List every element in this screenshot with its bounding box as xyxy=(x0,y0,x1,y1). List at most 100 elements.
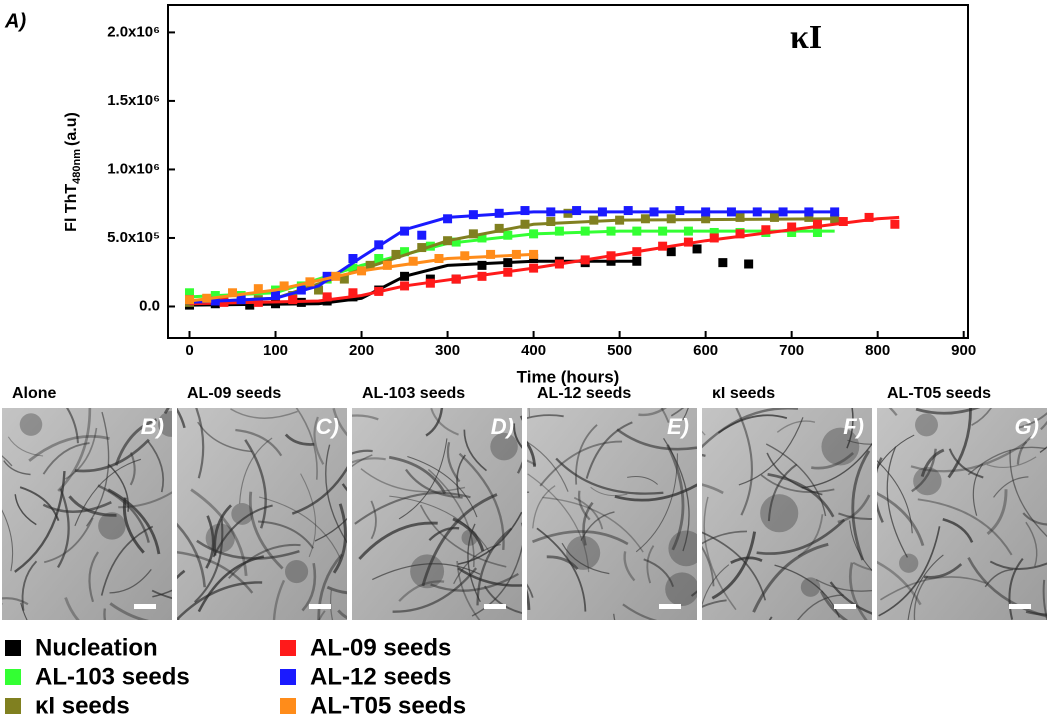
fiber xyxy=(43,517,94,564)
fiber xyxy=(880,576,987,601)
point xyxy=(236,295,246,305)
panel-title: AL-T05 seeds xyxy=(887,385,991,402)
scale-bar xyxy=(659,604,681,609)
point xyxy=(744,259,754,269)
fiber xyxy=(848,562,868,620)
cluster xyxy=(665,572,697,607)
y-label-sub: 480nm xyxy=(71,149,83,184)
point xyxy=(400,281,410,291)
point xyxy=(709,227,719,237)
point xyxy=(271,291,281,301)
fiber xyxy=(107,488,161,555)
point xyxy=(658,241,668,251)
fiber xyxy=(20,602,28,620)
point xyxy=(503,230,513,240)
point xyxy=(486,249,496,259)
fiber xyxy=(703,496,737,611)
fiber xyxy=(702,564,730,607)
scale-bar xyxy=(1009,604,1031,609)
fiber xyxy=(923,563,963,579)
fiber xyxy=(911,448,937,493)
legend-label: Nucleation xyxy=(35,634,158,661)
point xyxy=(546,217,556,227)
point xyxy=(451,237,461,247)
point xyxy=(417,230,427,240)
point xyxy=(468,229,478,239)
legend-label: AL-12 seeds xyxy=(310,663,451,690)
x-tick-label: 900 xyxy=(951,342,976,359)
fiber xyxy=(527,588,531,610)
fiber xyxy=(2,603,3,605)
fiber xyxy=(177,569,186,580)
point xyxy=(701,214,711,224)
y-label-main: Fl ThT xyxy=(63,184,80,232)
fiber xyxy=(910,441,1028,473)
fiber xyxy=(616,428,697,451)
fiber xyxy=(877,460,913,534)
micrograph xyxy=(352,408,522,620)
fiber xyxy=(907,554,944,620)
fiber xyxy=(527,414,564,420)
point xyxy=(253,284,263,294)
point xyxy=(709,233,719,243)
fiber xyxy=(103,608,107,620)
panel-letter: D) xyxy=(491,414,514,439)
x-tick-label: 700 xyxy=(779,342,804,359)
cluster xyxy=(205,523,235,553)
fiber xyxy=(760,474,835,493)
legend-swatch xyxy=(280,669,296,685)
point xyxy=(202,293,212,303)
point xyxy=(339,274,349,284)
fiber xyxy=(100,525,154,596)
fiber xyxy=(86,411,110,527)
fiber xyxy=(702,408,799,449)
fiber xyxy=(811,452,855,470)
point xyxy=(477,233,487,243)
y-tick-label: 2.0x10⁶ xyxy=(107,23,160,40)
cluster xyxy=(915,413,938,437)
fiber xyxy=(774,564,841,618)
fiber xyxy=(318,610,326,620)
fiber xyxy=(577,490,591,521)
fiber xyxy=(942,518,974,543)
x-tick-label: 400 xyxy=(521,342,546,359)
panel-letter: E) xyxy=(667,414,689,439)
fiber xyxy=(301,562,317,612)
x-tick-label: 800 xyxy=(865,342,890,359)
fiber xyxy=(1009,449,1047,538)
point xyxy=(623,206,633,216)
fiber xyxy=(428,526,460,542)
cluster xyxy=(490,432,518,461)
fiber xyxy=(398,438,448,520)
fiber xyxy=(177,581,263,620)
fiber xyxy=(682,408,689,421)
fiber xyxy=(947,408,972,479)
panel-title: AL-12 seeds xyxy=(537,385,631,402)
point xyxy=(812,219,822,229)
fiber xyxy=(971,408,992,426)
fiber xyxy=(614,483,697,502)
fiber xyxy=(613,613,616,620)
panel-title: AL-09 seeds xyxy=(187,385,281,402)
fiber xyxy=(590,486,628,497)
scale-bar xyxy=(134,604,156,609)
fiber xyxy=(42,442,90,475)
fiber xyxy=(913,576,929,620)
point xyxy=(400,271,410,281)
point xyxy=(666,214,676,224)
fiber xyxy=(352,454,373,468)
cluster xyxy=(566,535,601,570)
fiber xyxy=(392,567,478,613)
point xyxy=(228,288,238,298)
fiber xyxy=(1022,512,1047,526)
point xyxy=(658,226,668,236)
micrograph xyxy=(527,408,697,620)
fiber xyxy=(575,424,598,485)
fiber xyxy=(756,518,846,555)
fiber xyxy=(177,522,206,588)
cluster xyxy=(668,530,697,567)
fiber xyxy=(471,544,522,617)
fiber xyxy=(573,496,604,530)
fiber xyxy=(666,444,685,551)
point xyxy=(503,258,513,268)
